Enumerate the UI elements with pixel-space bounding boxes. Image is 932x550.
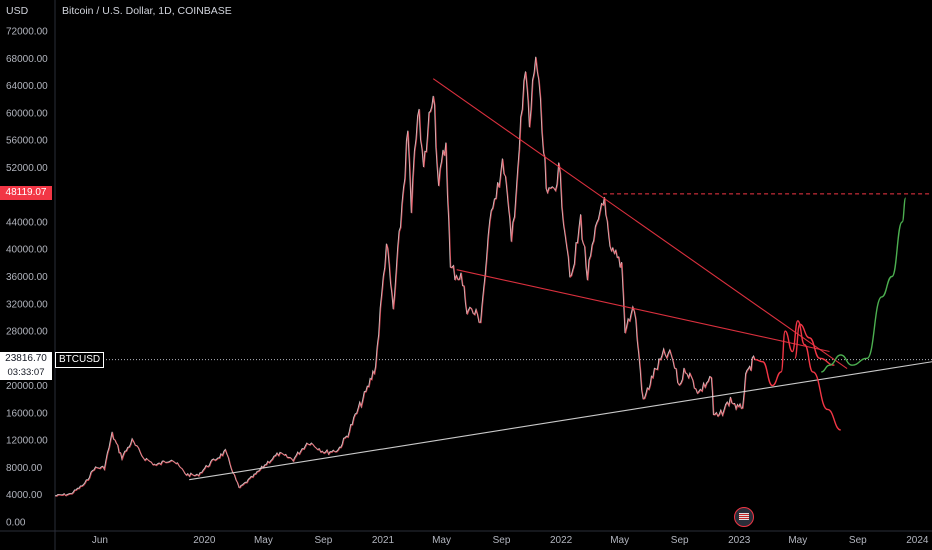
price-series-line xyxy=(55,56,756,497)
last-price-tag: 23816.70 xyxy=(0,352,52,366)
price-series-shadow xyxy=(55,57,756,497)
currency-label: USD xyxy=(6,5,29,17)
y-tick-label: 8000.00 xyxy=(6,463,43,474)
y-tick-label: 0.00 xyxy=(6,518,26,529)
x-tick-label: 2023 xyxy=(728,535,751,546)
y-tick-label: 44000.00 xyxy=(6,217,48,228)
target-price-tag: 48119.07 xyxy=(0,186,52,200)
countdown-tag: 03:33:07 xyxy=(0,366,52,380)
y-tick-label: 36000.00 xyxy=(6,272,48,283)
us-flag-event-icon[interactable] xyxy=(734,507,754,527)
x-tick-label: Jun xyxy=(92,535,108,546)
x-tick-label: Sep xyxy=(315,535,333,546)
x-tick-label: 2021 xyxy=(372,535,395,546)
y-tick-label: 68000.00 xyxy=(6,54,48,65)
projection-path xyxy=(794,323,835,366)
x-tick-label: 2024 xyxy=(906,535,929,546)
y-tick-label: 72000.00 xyxy=(6,27,48,38)
x-tick-label: May xyxy=(610,535,629,546)
trendline xyxy=(456,269,830,353)
x-tick-label: 2020 xyxy=(193,535,216,546)
x-tick-label: Sep xyxy=(671,535,689,546)
trendline xyxy=(189,361,932,481)
y-tick-label: 64000.00 xyxy=(6,81,48,92)
x-tick-label: Sep xyxy=(493,535,511,546)
y-tick-label: 16000.00 xyxy=(6,408,48,419)
y-tick-label: 20000.00 xyxy=(6,381,48,392)
chart-title: Bitcoin / U.S. Dollar, 1D, COINBASE xyxy=(62,5,232,17)
x-tick-label: 2022 xyxy=(550,535,573,546)
x-tick-label: May xyxy=(432,535,451,546)
projection-path xyxy=(821,197,907,373)
y-tick-label: 40000.00 xyxy=(6,245,48,256)
y-tick-label: 28000.00 xyxy=(6,327,48,338)
y-tick-label: 56000.00 xyxy=(6,136,48,147)
x-tick-label: May xyxy=(788,535,807,546)
trendline xyxy=(432,78,848,370)
x-tick-label: May xyxy=(254,535,273,546)
symbol-tag: BTCUSD xyxy=(55,352,105,368)
y-tick-label: 52000.00 xyxy=(6,163,48,174)
y-tick-label: 12000.00 xyxy=(6,436,48,447)
projection-path xyxy=(754,320,841,431)
y-tick-label: 4000.00 xyxy=(6,490,43,501)
x-tick-label: Sep xyxy=(849,535,867,546)
y-tick-label: 60000.00 xyxy=(6,108,48,119)
y-tick-label: 32000.00 xyxy=(6,299,48,310)
